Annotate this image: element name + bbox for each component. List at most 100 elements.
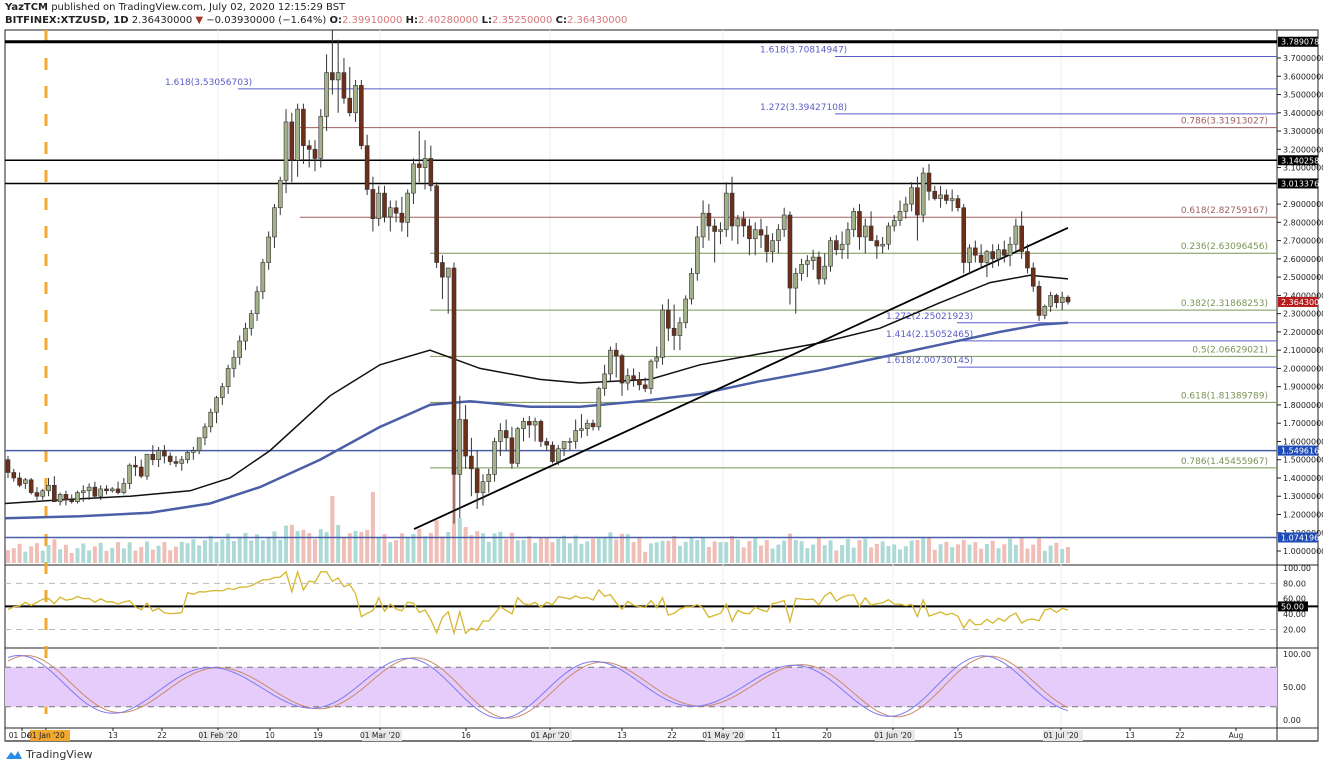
- volume-bar: [301, 529, 306, 563]
- candle-body: [138, 466, 144, 477]
- price-axis-label: 2.30000000: [1283, 310, 1323, 319]
- tradingview-logo-icon: [6, 750, 22, 759]
- time-axis-label: 13: [617, 731, 627, 740]
- price-axis-label: 2.10000000: [1283, 346, 1323, 355]
- candle-body: [312, 149, 318, 159]
- price-axis-label: 3.40000000: [1283, 109, 1323, 118]
- candle-body: [318, 116, 324, 159]
- volume-bar: [973, 542, 978, 563]
- candle-body: [185, 452, 190, 461]
- candle-body: [277, 180, 283, 209]
- volume-bar: [162, 542, 167, 563]
- candle-body: [457, 419, 463, 475]
- volume-bar: [1042, 550, 1047, 563]
- price-tag-label: 3.14025808: [1281, 156, 1323, 165]
- candle-body: [399, 212, 405, 223]
- volume-bar: [950, 547, 955, 563]
- volume-bar: [504, 539, 509, 563]
- candle-body: [926, 172, 932, 192]
- candle-body: [648, 360, 654, 389]
- candle-body: [237, 340, 242, 358]
- month-highlight: [1043, 730, 1083, 741]
- volume-bar: [289, 524, 294, 563]
- price-tag-label: 3.78907885: [1281, 38, 1323, 47]
- candle-body: [689, 273, 694, 300]
- candle-body: [503, 430, 509, 439]
- volume-bar: [944, 541, 949, 563]
- candle-body: [272, 207, 277, 238]
- candle-body: [1013, 225, 1019, 245]
- price-axis-label: 1.60000000: [1283, 437, 1323, 446]
- volume-bar: [388, 542, 393, 563]
- candle-body: [880, 243, 885, 247]
- last-price: 2.36430000: [131, 15, 193, 26]
- candle-body: [718, 229, 723, 232]
- volume-bar: [272, 531, 277, 563]
- volume-bar: [214, 542, 219, 563]
- volume-bar: [17, 543, 22, 563]
- month-highlight: [875, 730, 915, 741]
- candle-body: [1007, 243, 1013, 256]
- candle-body: [144, 453, 150, 477]
- candle-body: [405, 192, 410, 223]
- volume-bar: [1060, 549, 1065, 563]
- candle-body: [52, 484, 57, 503]
- time-axis-label: 01 Jul '20: [1044, 731, 1079, 740]
- price-axis-label: 3.10000000: [1283, 164, 1323, 173]
- candle-body: [996, 249, 1001, 260]
- volume-bar: [753, 537, 758, 563]
- candle-body: [903, 203, 909, 212]
- fib-level-label: 0.236(2.63096456): [1181, 242, 1268, 252]
- time-axis-label: 11: [771, 731, 781, 740]
- volume-bar: [527, 536, 532, 563]
- time-axis-label: 22: [1175, 731, 1185, 740]
- candle-body: [260, 262, 266, 293]
- volume-bar: [307, 533, 312, 563]
- candle-body: [1048, 295, 1053, 307]
- candle-body: [637, 379, 642, 386]
- volume-bar: [1048, 545, 1053, 563]
- volume-bar: [480, 533, 485, 563]
- volume-bar: [1025, 548, 1030, 563]
- rsi-tag-label: 50.00: [1281, 602, 1304, 611]
- candle-body: [330, 72, 335, 81]
- volume-bar: [550, 542, 555, 563]
- price-axis-label: 2.40000000: [1283, 291, 1323, 300]
- candle-body: [202, 426, 208, 439]
- volume-bar: [596, 538, 601, 563]
- candle-body: [214, 397, 219, 413]
- ascending-trendline: [413, 227, 1069, 530]
- tradingview-footer: TradingView: [5, 748, 92, 761]
- candle-body: [509, 437, 515, 464]
- volume-bar: [579, 543, 584, 563]
- candle-body: [225, 368, 231, 387]
- candle-body: [573, 430, 578, 442]
- candle-body: [81, 490, 86, 493]
- volume-bar: [787, 533, 792, 563]
- fib-level-label: 1.618(2.00730145): [886, 356, 973, 366]
- volume-bar: [6, 550, 10, 563]
- volume-bar: [341, 538, 346, 563]
- candle-body: [492, 441, 497, 475]
- candle-body: [347, 97, 353, 114]
- volume-bar: [440, 536, 445, 563]
- time-axis-label: 01 Jun '20: [874, 731, 912, 740]
- time-axis-label: 15: [953, 731, 963, 740]
- volume-bar: [562, 535, 567, 563]
- volume-bar: [874, 543, 879, 563]
- volume-bar: [58, 549, 63, 563]
- volume-bar: [284, 525, 289, 563]
- candle-body: [805, 260, 810, 265]
- month-highlight: [705, 730, 745, 741]
- candle-body: [440, 262, 445, 278]
- price-tag: [1278, 296, 1318, 307]
- candle-body: [579, 428, 584, 431]
- volume-bar: [359, 531, 364, 563]
- candle-body: [17, 477, 22, 486]
- candle-body: [289, 121, 295, 161]
- price-tag: [1278, 36, 1318, 47]
- candle-body: [370, 189, 376, 219]
- volume-bar: [365, 529, 370, 563]
- candle-body: [758, 229, 764, 236]
